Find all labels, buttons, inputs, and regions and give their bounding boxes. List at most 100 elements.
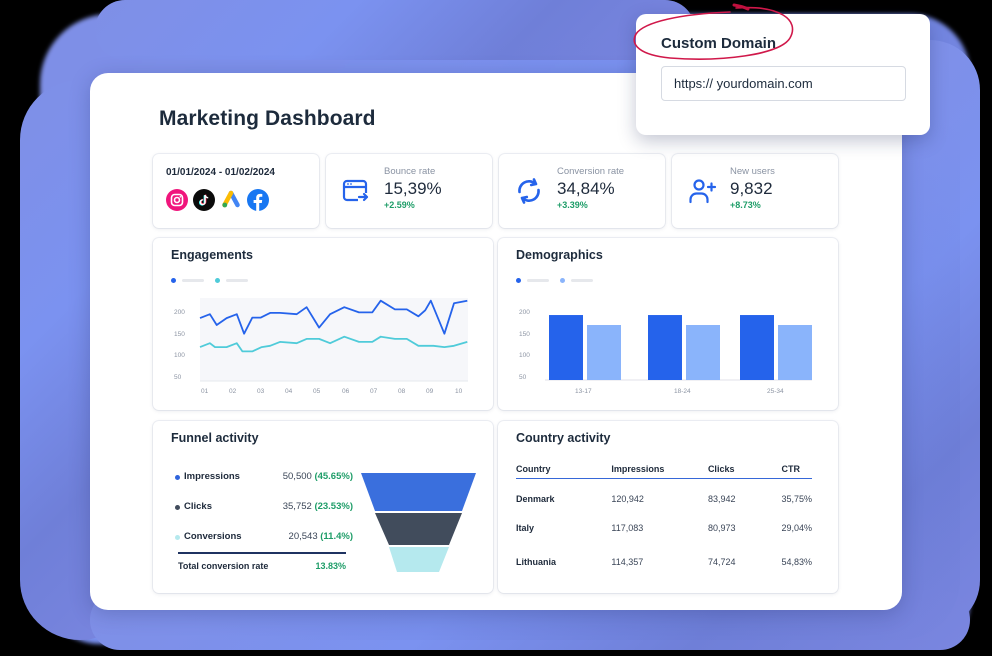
funnel-activity-card: Funnel activity Impressions 50,500 (45.6…: [153, 421, 493, 593]
x-tick: 07: [370, 388, 378, 395]
y-tick: 200: [519, 309, 530, 316]
kpi-label: Conversion rate: [557, 166, 625, 177]
date-range[interactable]: 01/01/2024 - 01/02/2024: [166, 167, 275, 178]
kpi-card-bounce-rate: Bounce rate 15,39% +2.59%: [326, 154, 492, 228]
kpi-label: New users: [730, 166, 775, 177]
page-title: Marketing Dashboard: [159, 107, 376, 130]
impressions-cell: 117,083: [611, 523, 644, 534]
y-tick: 50: [519, 374, 527, 381]
kpi-delta: +8.73%: [730, 200, 761, 210]
funnel-stage-conversions: [389, 547, 449, 572]
y-tick: 50: [174, 374, 182, 381]
table-header-row: Country Impressions Clicks CTR: [516, 461, 812, 479]
kpi-value: 9,832: [730, 179, 773, 198]
background-blob-top: [95, 0, 695, 60]
legend-dot-series-1: [516, 278, 521, 283]
conversions-dot: [175, 535, 180, 540]
table-row: Italy 117,083 80,973 29,04%: [516, 512, 812, 546]
date-range-card: 01/01/2024 - 01/02/2024: [153, 154, 319, 228]
facebook-icon[interactable]: [247, 189, 269, 211]
funnel-percent: (45.65%): [314, 471, 353, 482]
y-tick: 200: [174, 309, 185, 316]
kpi-value: 34,84%: [557, 179, 615, 198]
add-user-icon: [687, 176, 717, 206]
funnel-row-value: 50,500 (45.65%): [283, 471, 353, 482]
engagements-title: Engagements: [171, 248, 253, 262]
bar-18-24-series-2: [686, 325, 720, 380]
kpi-card-conversion-rate: Conversion rate 34,84% +3.39%: [499, 154, 665, 228]
x-tick: 01: [201, 388, 209, 395]
google-ads-icon[interactable]: [220, 189, 242, 211]
funnel-row-label: Clicks: [184, 501, 212, 512]
funnel-value: 20,543: [288, 531, 318, 542]
demographics-legend: [516, 278, 604, 283]
column-header[interactable]: Clicks: [707, 461, 782, 479]
funnel-row-clicks: Clicks 35,752 (23.53%): [153, 501, 353, 515]
tiktok-icon[interactable]: [193, 189, 215, 211]
funnel-chart: [361, 473, 476, 572]
x-tick: 05: [313, 388, 321, 395]
instagram-icon[interactable]: [166, 189, 188, 211]
funnel-row-conversions: Conversions 20,543 (11.4%): [153, 531, 353, 545]
engagements-card: Engagements 200 150 100 50 01 02 03 04 0…: [153, 238, 493, 410]
refresh-cycle-icon: [514, 176, 544, 206]
funnel-divider: [178, 552, 346, 554]
y-tick: 100: [174, 352, 185, 359]
ctr-cell: 35,75%: [781, 494, 812, 504]
x-tick: 09: [426, 388, 434, 395]
custom-domain-title: Custom Domain: [661, 35, 777, 52]
table-row: Denmark 120,942 83,942 35,75%: [516, 478, 812, 512]
column-header[interactable]: Impressions: [611, 461, 708, 479]
series-2-line: [199, 335, 468, 353]
legend-dot-series-2: [215, 278, 220, 283]
column-header[interactable]: Country: [516, 461, 612, 479]
y-tick: 100: [519, 352, 530, 359]
funnel-row-label: Impressions: [184, 471, 240, 482]
funnel-percent: (23.53%): [314, 501, 353, 512]
table-row: Lithuania 114,357 74,724 54,83%: [516, 545, 812, 579]
impressions-cell: 120,942: [611, 494, 644, 504]
x-tick: 13-17: [575, 388, 592, 395]
engagements-line-chart: 200 150 100 50 01 02 03 04 05 06 07 08 0…: [174, 298, 468, 395]
x-tick: 08: [398, 388, 406, 395]
clicks-cell: 80,973: [707, 523, 736, 534]
funnel-row-label: Conversions: [184, 531, 242, 542]
funnel-row-value: 20,543 (11.4%): [289, 531, 353, 542]
demographics-title: Demographics: [516, 248, 603, 262]
country-table: Country Impressions Clicks CTR Denmark 1…: [516, 461, 812, 579]
kpi-label: Bounce rate: [384, 166, 436, 177]
custom-domain-popup: Custom Domain: [636, 14, 930, 135]
kpi-delta: +3.39%: [557, 200, 588, 210]
country-activity-title: Country activity: [516, 431, 611, 445]
custom-domain-input[interactable]: [661, 66, 906, 101]
clicks-cell: 83,942: [707, 494, 736, 504]
legend-dot-series-1: [171, 278, 176, 283]
funnel-row-value: 35,752 (23.53%): [283, 501, 353, 512]
funnel-row-impressions: Impressions 50,500 (45.65%): [153, 471, 353, 485]
series-1-line: [199, 299, 468, 335]
x-tick: 10: [455, 388, 463, 395]
total-label: Total conversion rate: [178, 561, 269, 571]
impressions-dot: [175, 475, 180, 480]
demographics-bar-chart: 200 150 100 50 13-17 18-24 25-34: [519, 309, 812, 395]
x-tick: 04: [285, 388, 293, 395]
column-header[interactable]: CTR: [781, 461, 812, 479]
browser-exit-icon: [341, 176, 371, 206]
bar-18-24-series-1: [648, 315, 682, 380]
ctr-cell: 54,83%: [781, 556, 812, 567]
legend-label-placeholder: [527, 279, 549, 282]
funnel-value: 35,752: [282, 501, 312, 512]
clicks-dot: [175, 505, 180, 510]
x-tick: 18-24: [674, 388, 691, 395]
legend-label-placeholder: [182, 279, 204, 282]
x-tick: 02: [229, 388, 237, 395]
engagements-legend: [171, 278, 259, 283]
funnel-title: Funnel activity: [171, 431, 259, 445]
ctr-cell: 29,04%: [781, 523, 812, 534]
country-name: Denmark: [516, 494, 555, 504]
bar-25-34-series-2: [778, 325, 812, 380]
funnel-percent: (11.4%): [320, 531, 353, 542]
funnel-value: 50,500: [282, 471, 312, 482]
legend-label-placeholder: [571, 279, 593, 282]
clicks-cell: 74,724: [707, 556, 736, 567]
